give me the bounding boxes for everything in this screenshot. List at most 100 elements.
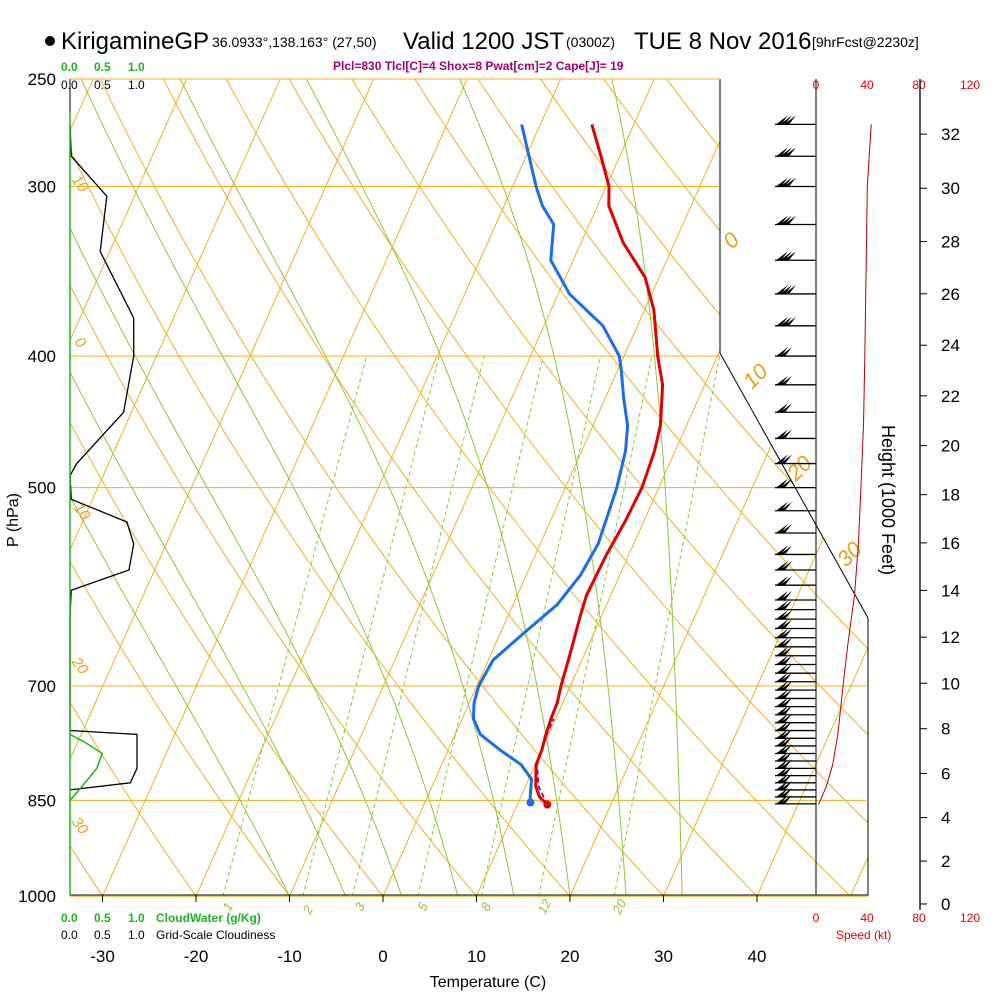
pressure-label: 1000 <box>18 887 56 906</box>
wind-barb <box>775 697 816 708</box>
isotherm-line <box>195 79 620 895</box>
temperature-label: -10 <box>277 947 302 966</box>
dry-adiabat-line <box>70 79 407 895</box>
wind-barb <box>775 713 816 724</box>
height-label: 6 <box>941 764 950 783</box>
pressure-label: 500 <box>28 479 56 498</box>
wind-barb <box>775 773 816 784</box>
svg-text:0.5: 0.5 <box>94 60 111 74</box>
pressure-label: 850 <box>28 791 56 810</box>
forecast-info: [9hrFcst@2230z] <box>812 34 919 50</box>
moist-adiabat-line <box>424 79 627 895</box>
svg-text:0.0: 0.0 <box>61 911 78 925</box>
height-label: 20 <box>941 437 960 456</box>
height-label: 26 <box>941 285 960 304</box>
svg-text:0: 0 <box>813 911 820 925</box>
svg-text:120: 120 <box>960 911 980 925</box>
mixing-ratio-line <box>613 355 721 895</box>
height-label: 12 <box>941 628 960 647</box>
wind-barb <box>775 560 816 571</box>
dry-adiabat-line <box>158 79 868 895</box>
svg-text:0.0: 0.0 <box>61 928 78 942</box>
wind-barb <box>775 705 816 716</box>
bottom-cloudiness-scale: 0.0 0.5 1.0 Grid-Scale Cloudiness <box>61 928 275 942</box>
mixing-ratio-line <box>417 355 544 895</box>
dry-adiabat-line <box>985 0 1000 925</box>
isotherm-label: 10 <box>738 358 774 394</box>
isotherm-line <box>569 79 868 895</box>
isobar-lines <box>70 78 868 897</box>
height-label: 16 <box>941 534 960 553</box>
cloudiness-label: Grid-Scale Cloudiness <box>156 928 275 942</box>
dry-adiabat-label: 0 <box>71 334 90 352</box>
height-label: 4 <box>941 809 950 828</box>
surface-temperature-marker <box>543 800 552 809</box>
dewpoint-line <box>471 124 630 803</box>
temperature-axis-label: Temperature (C) <box>430 974 546 991</box>
svg-text:0.5: 0.5 <box>94 928 111 942</box>
dry-adiabat-line <box>99 79 786 895</box>
svg-text:0.5: 0.5 <box>94 911 111 925</box>
wind-barb <box>775 316 816 327</box>
moist-adiabat-line <box>266 79 571 895</box>
wind-barb <box>775 689 816 700</box>
wind-barbs <box>775 115 816 805</box>
dry-adiabat-label: 20 <box>67 653 92 678</box>
svg-text:0.5: 0.5 <box>94 78 111 92</box>
height-label: 14 <box>941 581 960 600</box>
isotherm-line <box>476 79 868 895</box>
isotherm-line <box>70 79 433 895</box>
dry-adiabat-line <box>807 79 868 895</box>
height-label: 28 <box>941 232 960 251</box>
wind-barb <box>775 751 816 762</box>
wind-barb <box>775 115 816 126</box>
wind-barb <box>775 429 816 440</box>
height-label: 0 <box>941 895 950 914</box>
dry-adiabat-line <box>70 79 691 895</box>
svg-text:80: 80 <box>912 911 926 925</box>
moist-adiabat-line <box>70 79 290 895</box>
dry-adiabat-label: 30 <box>68 814 92 838</box>
temperature-label: 10 <box>467 947 486 966</box>
wind-barb <box>775 251 816 261</box>
mixing-ratio-label: 20 <box>609 896 630 917</box>
wind-barb <box>775 284 816 295</box>
isotherm-line <box>289 79 714 895</box>
mixing-ratio-label: 3 <box>351 899 368 913</box>
isotherm-line <box>70 79 246 895</box>
wind-barb <box>775 501 816 512</box>
dry-adiabat-line <box>70 79 312 895</box>
svg-text:1.0: 1.0 <box>128 78 145 92</box>
temperature-label: 0 <box>378 947 387 966</box>
cloudiness-profile-line <box>69 124 138 791</box>
top-cloud-water-scale: 0.0 0.5 1.0 <box>61 60 145 74</box>
wind-barb <box>775 744 816 755</box>
height-label: 22 <box>941 387 960 406</box>
mixing-ratio-label: 2 <box>299 902 316 917</box>
wind-barb <box>775 637 816 648</box>
wind-barb <box>775 600 816 611</box>
isotherm-line <box>70 79 153 895</box>
mixing-ratio-label: 12 <box>534 896 554 916</box>
temperature-tick-labels: -30 -20 -10 0 10 20 30 40 <box>90 895 766 966</box>
dry-adiabat-line <box>70 79 597 895</box>
dry-adiabat-line <box>276 79 868 895</box>
plot-boundary <box>69 79 869 896</box>
wind-barb <box>775 766 816 777</box>
wind-barb <box>775 721 816 732</box>
isotherm-label: 0 <box>718 227 745 254</box>
wind-barb <box>775 403 816 413</box>
wind-barb <box>775 215 816 226</box>
svg-text:120: 120 <box>960 78 980 92</box>
mixing-ratio-line <box>302 355 440 895</box>
height-axis-label: Height (1000 Feet) <box>878 425 898 575</box>
cloud-water-label: CloudWater (g/Kg) <box>156 911 261 925</box>
pressure-label: 400 <box>28 347 56 366</box>
isotherm-label: 30 <box>832 536 868 572</box>
valid-utc: (0300Z) <box>566 34 615 50</box>
wind-barb <box>775 454 816 465</box>
temperature-label: -20 <box>184 947 209 966</box>
temperature-label: 40 <box>748 947 767 966</box>
valid-date: TUE 8 Nov 2016 <box>634 28 811 55</box>
